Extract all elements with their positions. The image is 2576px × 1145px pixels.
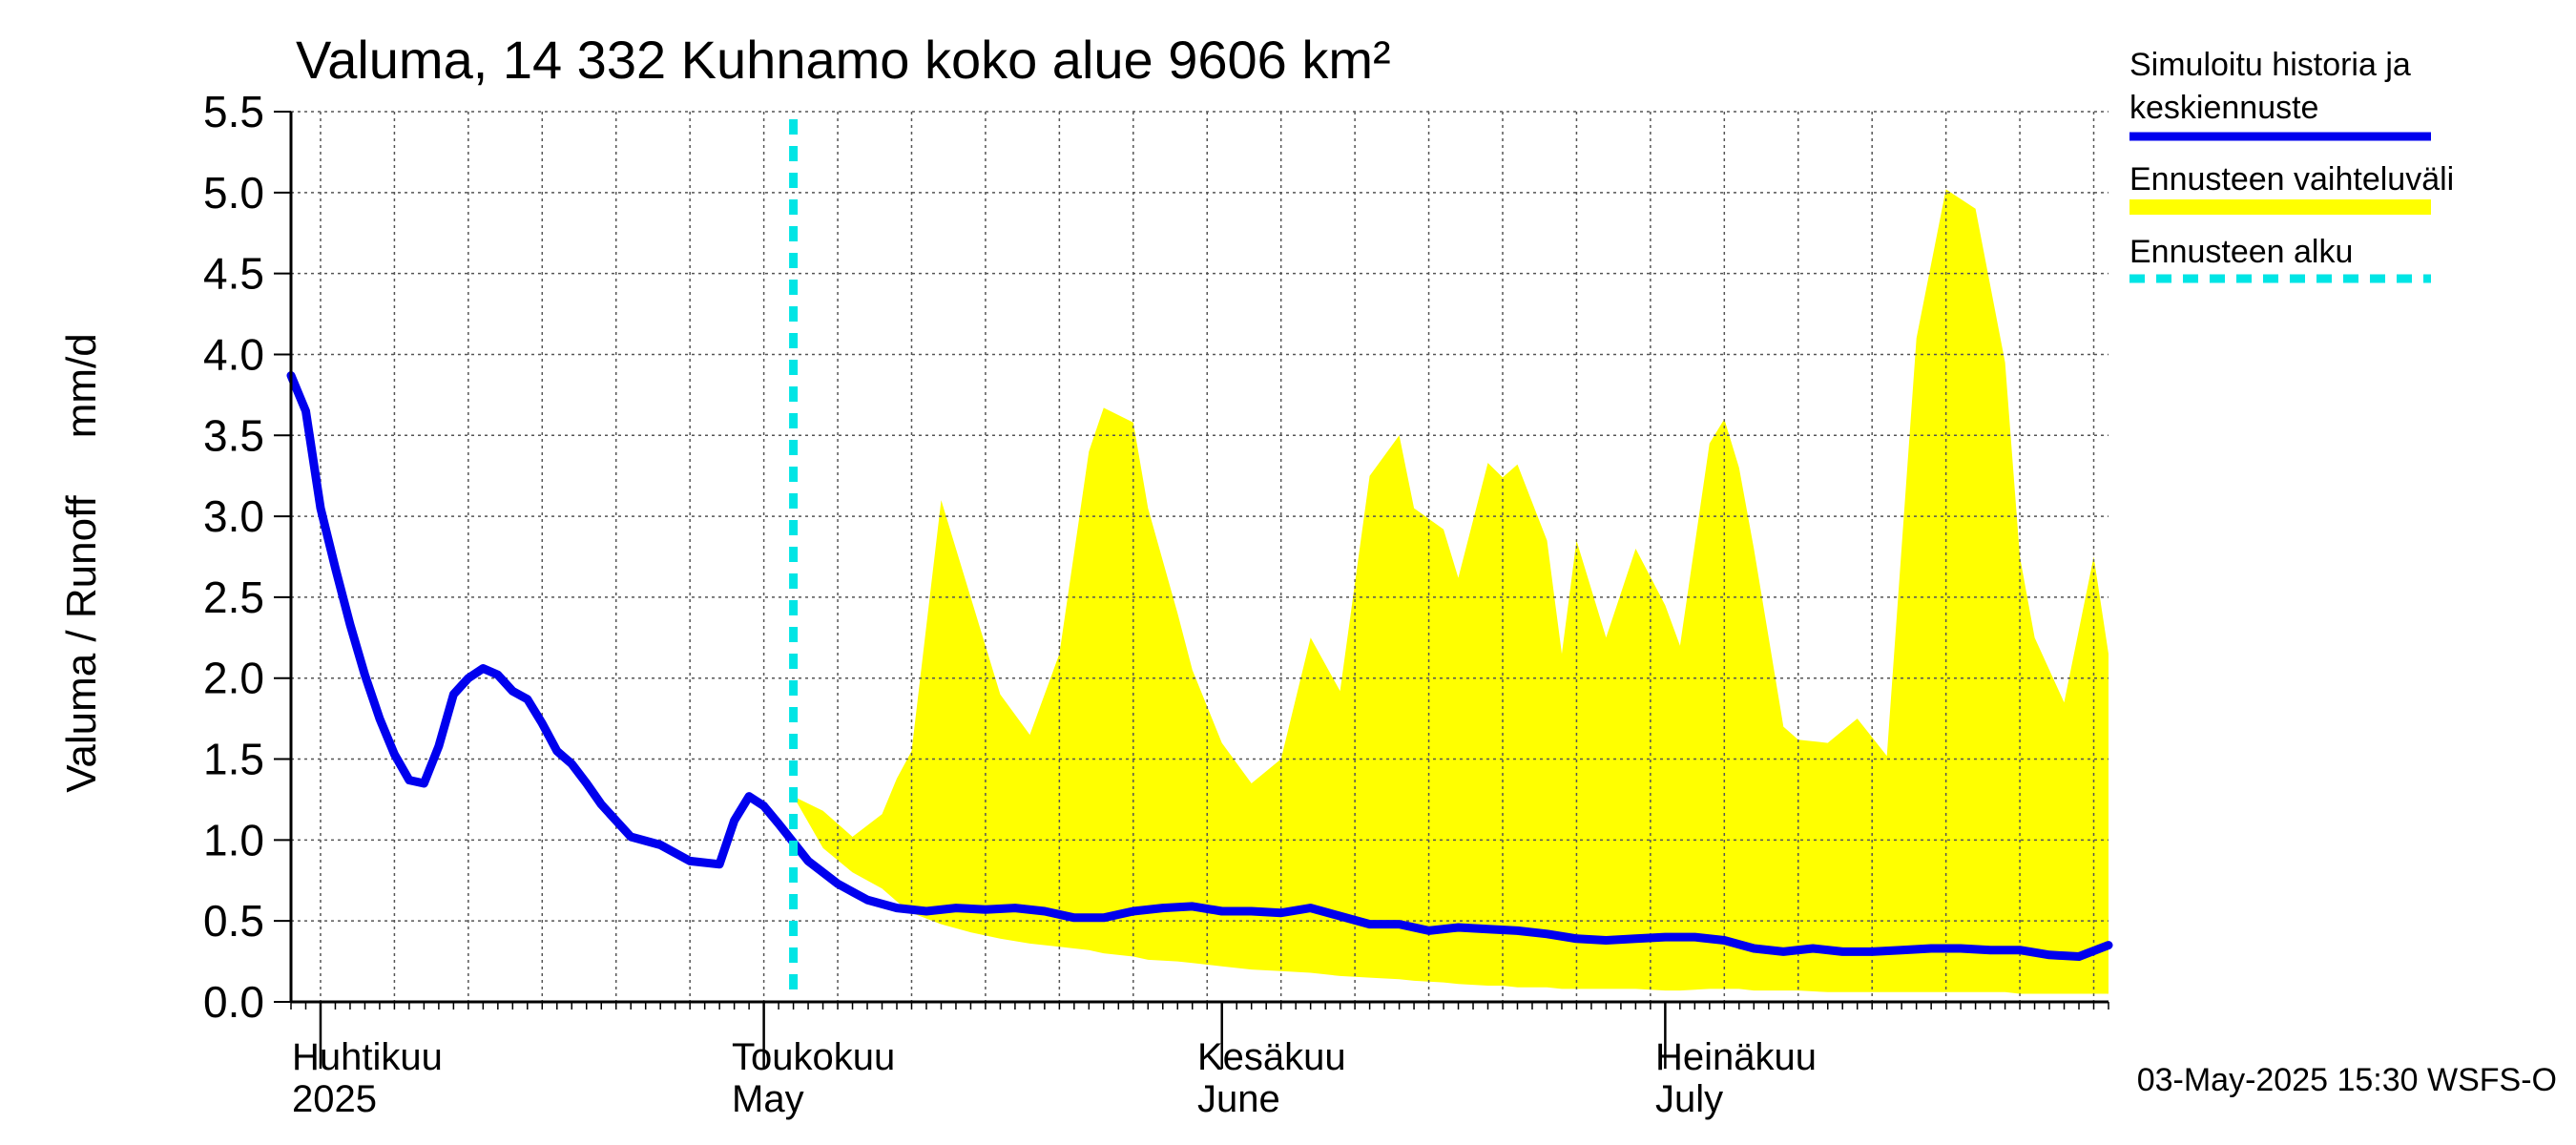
legend-simulated-label-2: keskiennuste [2129,90,2319,126]
y-tick-label: 1.0 [203,815,264,864]
month-label-may-fi: Toukokuu [732,1036,896,1078]
y-tick-label: 3.5 [203,410,264,460]
footer-timestamp: 03-May-2025 15:30 WSFS-O [2136,1062,2557,1098]
month-label-april-en: 2025 [292,1078,377,1120]
legend-range-label: Ennusteen vaihteluväli [2129,161,2455,198]
month-label-june-fi: Kesäkuu [1197,1036,1346,1078]
month-label-july-fi: Heinäkuu [1655,1036,1818,1078]
month-label-april: Huhtikuu 2025 [292,1036,443,1120]
legend-simulated-label-1: Simuloitu historia ja [2129,47,2411,83]
y-tick-label: 0.5 [203,896,264,946]
y-tick-label: 2.5 [203,572,264,622]
month-label-june: Kesäkuu June [1197,1036,1346,1120]
month-label-may-en: May [732,1078,804,1120]
chart-title: Valuma, 14 332 Kuhnamo koko alue 9606 km… [296,30,1391,90]
legend-start-label: Ennusteen alku [2129,234,2354,270]
y-axis-label-text: Valuma / Runoff [58,495,105,793]
y-tick-label: 4.5 [203,249,264,299]
y-tick-label: 5.5 [203,87,264,136]
y-tick-label: 0.0 [203,977,264,1027]
y-tick-label: 4.0 [203,329,264,379]
y-tick-label: 2.0 [203,654,264,703]
month-label-may: Toukokuu May [732,1036,895,1120]
forecast-range-band [793,189,2109,994]
month-label-june-en: June [1197,1078,1280,1120]
y-tick-label: 5.0 [203,168,264,218]
y-tick-label: 1.5 [203,735,264,784]
y-axis-unit: mm/d [58,333,105,439]
simulated-runoff-line [286,371,2113,961]
y-tick-label: 3.0 [203,491,264,541]
month-label-july: Heinäkuu July [1655,1036,1817,1120]
month-label-july-en: July [1655,1078,1724,1120]
y-axis-label: Valuma / Runoff mm/d [58,333,106,792]
month-label-april-fi: Huhtikuu [292,1036,443,1078]
